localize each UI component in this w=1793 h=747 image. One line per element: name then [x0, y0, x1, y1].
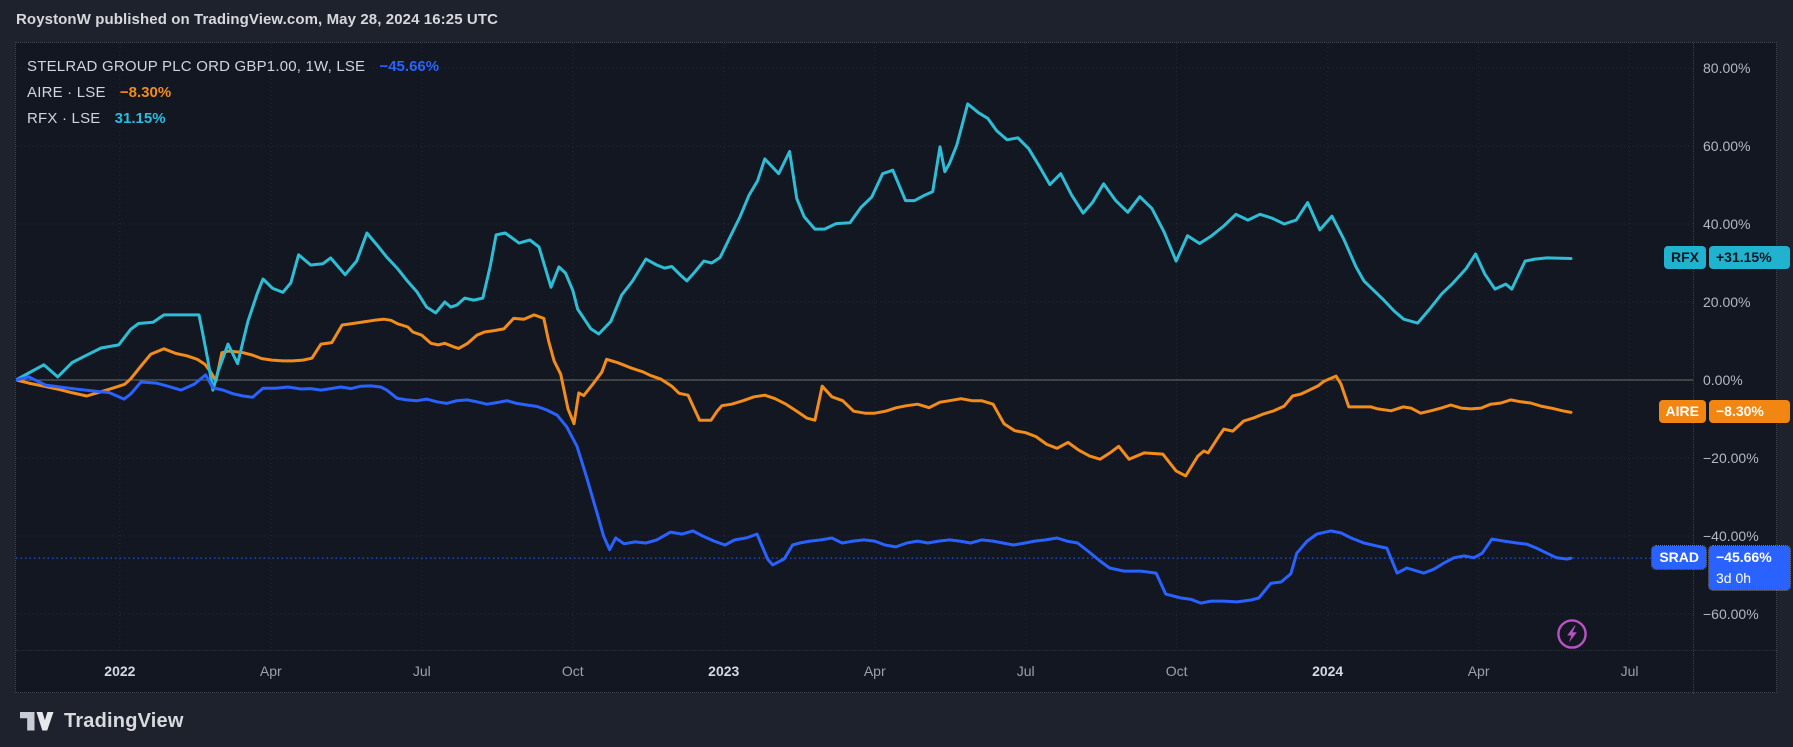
x-axis-label: Apr — [863, 663, 886, 679]
attribution-text: RoystonW published on TradingView.com, M… — [16, 11, 499, 28]
price-badge-value: +31.15% — [1716, 249, 1772, 265]
price-badge-value: −45.66% — [1716, 548, 1772, 565]
footer-bar: TradingView — [0, 694, 1793, 747]
time-axis-separator — [16, 650, 1778, 651]
price-badge-rfx: RFX +31.15% — [1638, 246, 1790, 269]
x-axis-label: Apr — [1467, 663, 1490, 679]
y-axis-label: 40.00% — [1703, 216, 1751, 232]
legend-symbol-srad: STELRAD GROUP PLC ORD GBP1.00, 1W, LSE — [27, 58, 366, 75]
chart-legend: STELRAD GROUP PLC ORD GBP1.00, 1W, LSE −… — [27, 54, 439, 132]
price-axis-separator — [1693, 43, 1694, 694]
y-axis-label: 20.00% — [1703, 294, 1751, 310]
price-badge-countdown: 3d 0h — [1716, 569, 1752, 586]
price-badge-srad: SRAD −45.66% 3d 0h — [1638, 544, 1791, 591]
price-badge-value: −8.30% — [1716, 402, 1764, 419]
x-axis-label: 2024 — [1312, 663, 1344, 679]
x-axis-label: Oct — [1165, 663, 1188, 679]
x-axis-label: Jul — [1016, 663, 1035, 679]
tradingview-logo-icon — [20, 712, 54, 731]
legend-row-rfx: RFX · LSE 31.15% — [27, 106, 439, 132]
x-axis-label: Oct — [561, 663, 584, 679]
header-bar: RoystonW published on TradingView.com, M… — [0, 0, 1793, 41]
price-badge-ticker: AIRE — [1658, 399, 1706, 423]
chart-canvas: STELRAD GROUP PLC ORD GBP1.00, 1W, LSE −… — [15, 42, 1791, 694]
y-axis-label: −20.00% — [1703, 450, 1759, 466]
price-badge-ticker: RFX — [1664, 246, 1706, 269]
price-badge-aire: AIRE −8.30% — [1638, 399, 1790, 423]
legend-symbol-aire: AIRE · LSE — [27, 84, 106, 101]
flash-icon — [1557, 619, 1587, 649]
legend-value-aire: −8.30% — [119, 84, 172, 101]
y-axis-label: 60.00% — [1703, 137, 1751, 154]
legend-row-srad: STELRAD GROUP PLC ORD GBP1.00, 1W, LSE −… — [27, 54, 439, 80]
y-axis-label: 0.00% — [1703, 372, 1743, 388]
price-badge-ticker: SRAD — [1651, 544, 1707, 570]
y-axis-label: −60.00% — [1703, 606, 1759, 622]
legend-value-rfx: 31.15% — [114, 110, 166, 127]
tradingview-logo-text: TradingView — [64, 710, 184, 732]
tradingview-logo[interactable]: TradingView — [20, 710, 184, 733]
x-axis-label: 2023 — [708, 663, 740, 679]
legend-value-srad: −45.66% — [379, 58, 440, 75]
x-axis-label: Apr — [259, 663, 282, 679]
x-axis-label: Jul — [1620, 663, 1639, 679]
price-chart-plot — [16, 43, 1693, 650]
legend-symbol-rfx: RFX · LSE — [27, 110, 101, 127]
x-axis-label: Jul — [412, 663, 431, 679]
y-axis-label: 80.00% — [1703, 59, 1751, 76]
legend-row-aire: AIRE · LSE −8.30% — [27, 80, 439, 106]
x-axis-label: 2022 — [104, 663, 136, 679]
y-axis-label: −40.00% — [1703, 528, 1759, 544]
